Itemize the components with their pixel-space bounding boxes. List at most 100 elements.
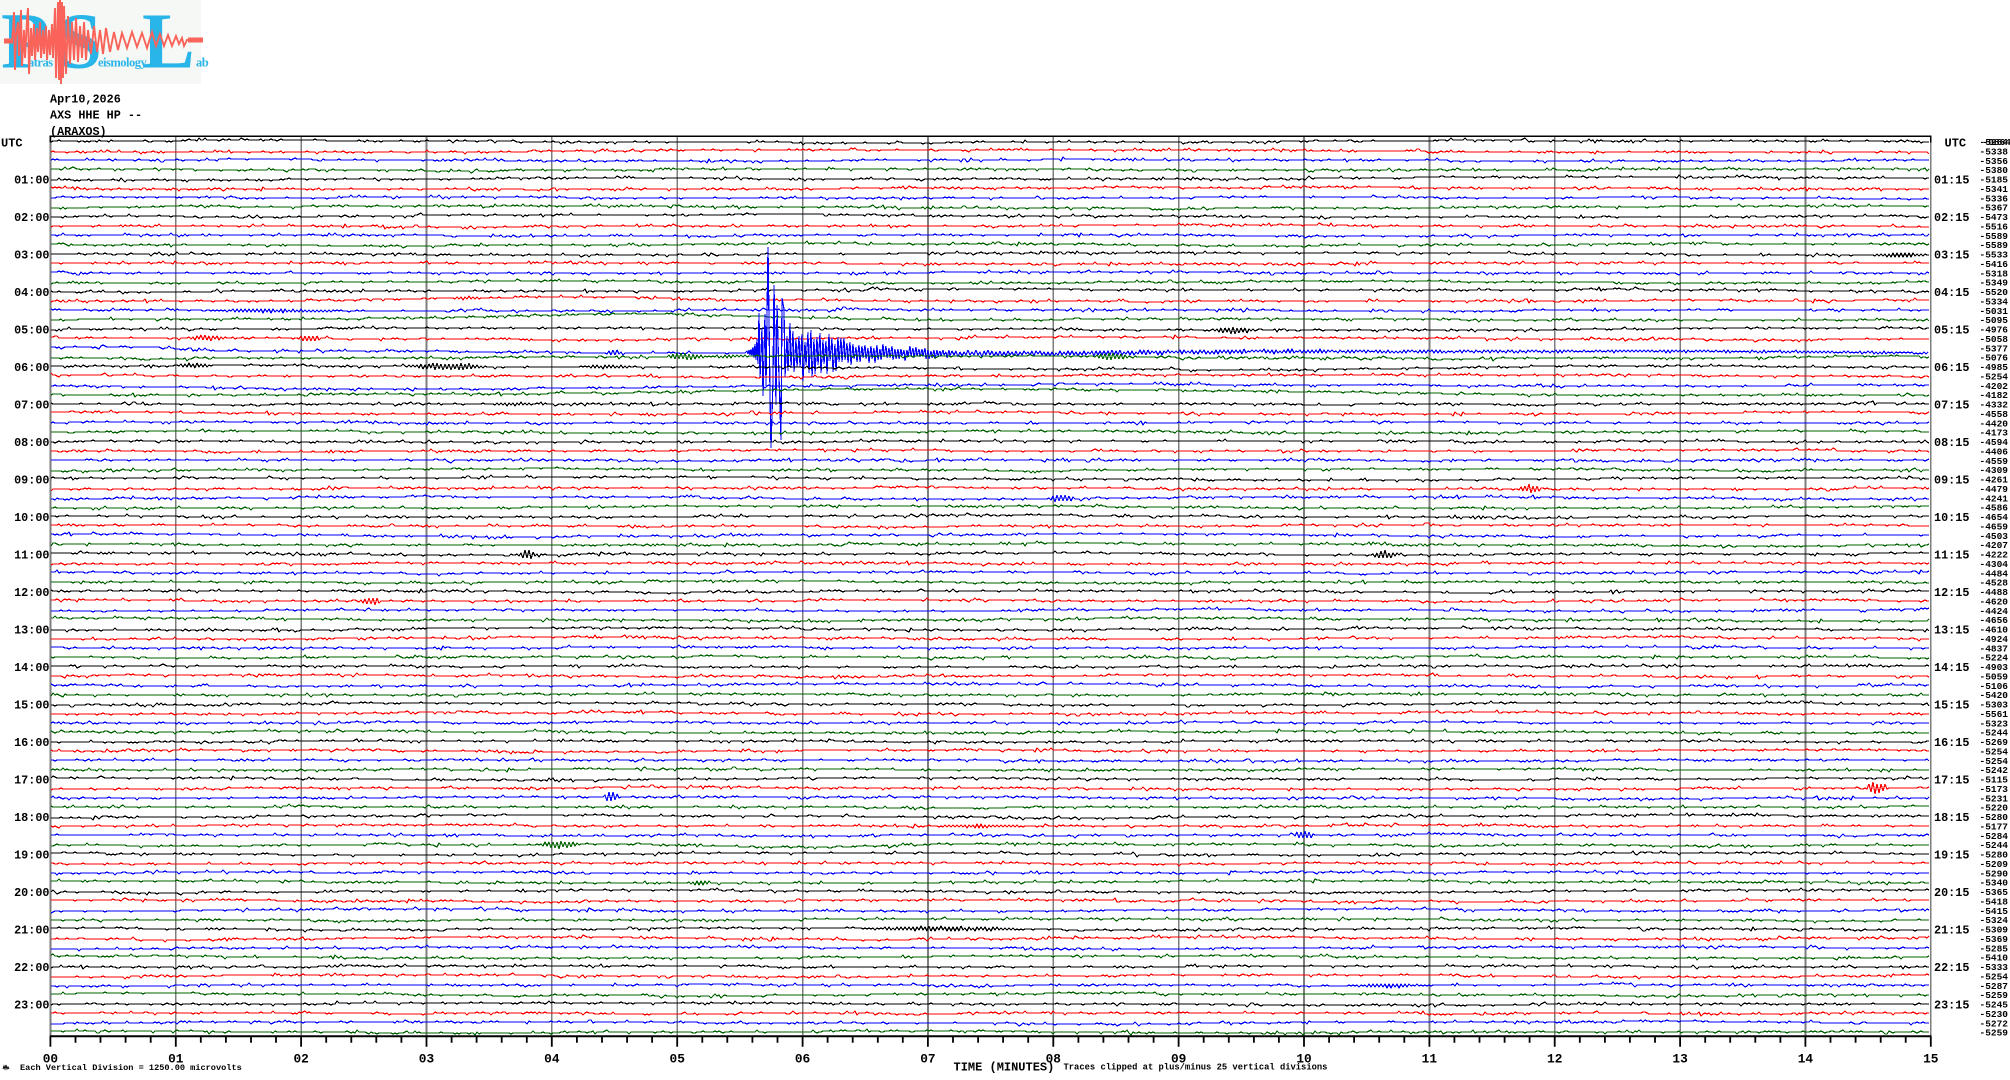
svg-text:-5533: -5533 [1980,250,2009,261]
svg-text:13: 13 [1672,1052,1688,1067]
svg-text:-5290: -5290 [1980,868,2009,879]
svg-text:16:00: 16:00 [14,736,49,750]
svg-text:11:00: 11:00 [14,549,49,563]
svg-text:-5254: -5254 [1980,971,2009,982]
svg-text:-5369: -5369 [1980,934,2009,945]
svg-text:eismology: eismology [98,56,148,70]
svg-text:06:00: 06:00 [14,361,49,375]
svg-text:22:00: 22:00 [14,961,49,975]
svg-text:-5418: -5418 [1980,896,2009,907]
svg-text:-5254: -5254 [1980,756,2009,767]
svg-text:-5254: -5254 [1980,746,2009,757]
svg-text:19:15: 19:15 [1934,849,1969,863]
svg-text:12: 12 [1547,1052,1562,1067]
svg-text:-5520: -5520 [1980,287,2009,298]
svg-text:20:00: 20:00 [14,886,49,900]
svg-text:-5318: -5318 [1980,268,2009,279]
svg-text:08:15: 08:15 [1934,436,1969,450]
svg-text:-4406: -4406 [1980,446,2009,457]
svg-text:20:15: 20:15 [1934,886,1969,900]
svg-text:-5380: -5380 [1980,165,2009,176]
svg-text:10: 10 [1296,1052,1311,1067]
svg-text:18:00: 18:00 [14,811,49,825]
svg-text:08: 08 [1046,1052,1061,1067]
svg-text:-4261: -4261 [1980,475,2009,486]
svg-text:-5209: -5209 [1980,859,2009,870]
svg-text:-5254: -5254 [1980,371,2009,382]
svg-text:-4976: -4976 [1980,325,2009,336]
svg-text:04:15: 04:15 [1934,286,1969,300]
svg-text:UTC: UTC [1,137,23,151]
svg-text:-5589: -5589 [1980,240,2009,251]
svg-text:-4656: -4656 [1980,615,2009,626]
svg-text:-5336: -5336 [1980,193,2009,204]
svg-text:-5285: -5285 [1980,943,2009,954]
svg-text:05:00: 05:00 [14,324,49,338]
svg-text:L: L [142,0,195,86]
svg-text:11: 11 [1422,1052,1438,1067]
svg-text:-5340: -5340 [1980,878,2009,889]
svg-text:-4309: -4309 [1980,465,2009,476]
svg-text:02:15: 02:15 [1934,211,1969,225]
svg-text:-4304: -4304 [1980,559,2009,570]
svg-text:-5561: -5561 [1980,709,2009,720]
svg-text:14:15: 14:15 [1934,661,1969,675]
svg-text:-5323: -5323 [1980,718,2009,729]
svg-text:10:15: 10:15 [1934,511,1969,525]
svg-text:13:15: 13:15 [1934,624,1969,638]
svg-text:-5106: -5106 [1980,681,2009,692]
svg-text:12:15: 12:15 [1934,586,1969,600]
svg-text:-4207: -4207 [1980,540,2009,551]
svg-text:-5287: -5287 [1980,981,2009,992]
svg-text:-5473: -5473 [1980,212,2009,223]
svg-text:-4558: -4558 [1980,409,2009,420]
svg-text:03:15: 03:15 [1934,249,1969,263]
svg-text:02:00: 02:00 [14,211,49,225]
svg-text:07: 07 [920,1052,935,1067]
svg-text:-5264: -5264 [1980,137,2009,148]
svg-text:-5377: -5377 [1980,343,2009,354]
svg-text:-5309: -5309 [1980,925,2009,936]
svg-text:(ARAXOS): (ARAXOS) [50,125,107,139]
svg-text:-5269: -5269 [1980,737,2009,748]
svg-text:-4182: -4182 [1980,390,2009,401]
svg-text:-5341: -5341 [1980,184,2009,195]
svg-text:03: 03 [419,1052,435,1067]
svg-text:01:00: 01:00 [14,174,49,188]
svg-text:-5410: -5410 [1980,953,2009,964]
svg-text:Each Vertical Division = 1250.: Each Vertical Division = 1250.00 microvo… [20,1063,242,1073]
svg-text:00: 00 [43,1052,58,1067]
svg-text:-5115: -5115 [1980,775,2009,786]
svg-text:09: 09 [1171,1052,1186,1067]
svg-text:-4202: -4202 [1980,381,2009,392]
svg-text:-5338: -5338 [1980,146,2009,157]
svg-text:-5245: -5245 [1980,1000,2009,1011]
svg-text:-5272: -5272 [1980,1018,2009,1029]
svg-text:-5259: -5259 [1980,1028,2009,1039]
svg-text:15:15: 15:15 [1934,699,1969,713]
svg-text:-5365: -5365 [1980,887,2009,898]
svg-text:-5334: -5334 [1980,296,2009,307]
svg-text:-5333: -5333 [1980,962,2009,973]
svg-text:-5230: -5230 [1980,1009,2009,1020]
svg-text:-5356: -5356 [1980,156,2009,167]
svg-text:-5224: -5224 [1980,653,2009,664]
svg-text:14:00: 14:00 [14,661,49,675]
svg-text:AXS HHE HP --: AXS HHE HP -- [50,109,142,123]
svg-text:09:15: 09:15 [1934,474,1969,488]
svg-text:-5416: -5416 [1980,259,2009,270]
svg-text:06: 06 [795,1052,810,1067]
svg-text:-5303: -5303 [1980,700,2009,711]
svg-text:19:00: 19:00 [14,849,49,863]
svg-text:-5076: -5076 [1980,353,2009,364]
svg-text:-5220: -5220 [1980,803,2009,814]
svg-text:-4610: -4610 [1980,625,2009,636]
svg-text:-5058: -5058 [1980,334,2009,345]
svg-text:-4420: -4420 [1980,418,2009,429]
svg-text:-5173: -5173 [1980,784,2009,795]
svg-text:-5059: -5059 [1980,671,2009,682]
svg-text:-5415: -5415 [1980,906,2009,917]
svg-text:-4479: -4479 [1980,484,2009,495]
svg-text:-5244: -5244 [1980,728,2009,739]
svg-text:-5259: -5259 [1980,990,2009,1001]
